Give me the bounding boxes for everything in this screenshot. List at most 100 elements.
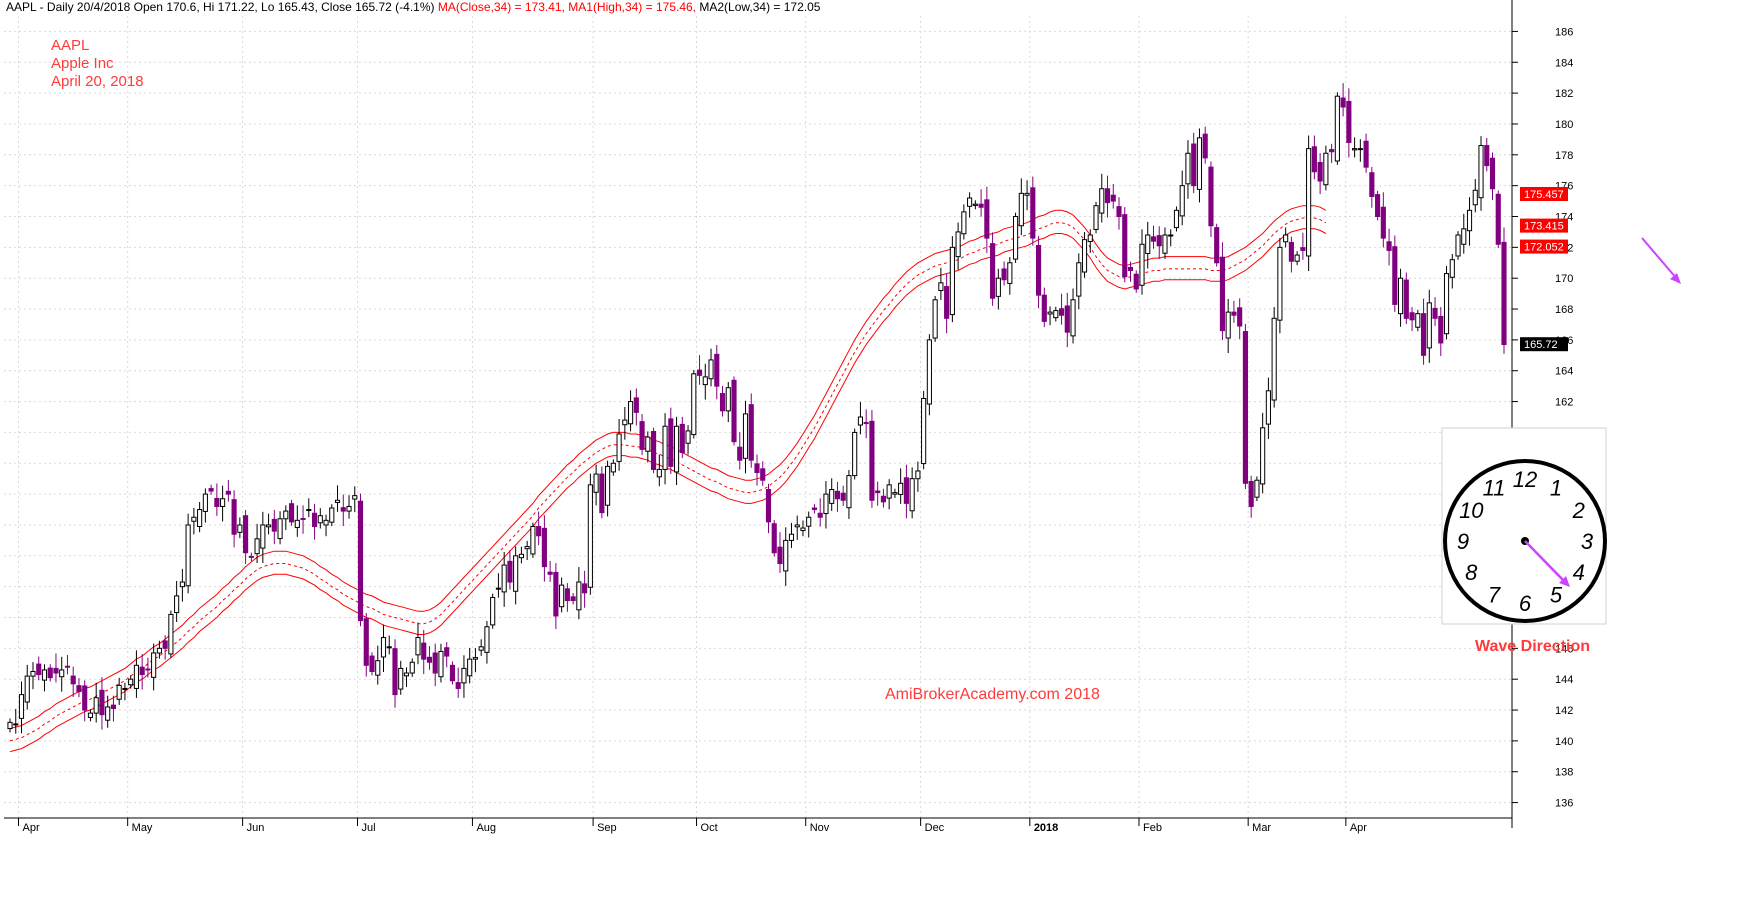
candle-up <box>725 387 731 412</box>
candle-up <box>1185 152 1191 185</box>
candle-down <box>1369 172 1375 197</box>
candle-down <box>1403 279 1409 319</box>
candle-down <box>1248 480 1254 507</box>
price-tag-box <box>1520 218 1568 233</box>
candle-up <box>1443 273 1450 335</box>
candle-up <box>1254 479 1260 498</box>
candle-up <box>961 211 967 235</box>
candle-down <box>990 243 996 299</box>
candle-down <box>748 404 754 461</box>
candle-down <box>1329 149 1335 153</box>
company-label: Apple Inc <box>51 55 114 72</box>
candle-down <box>944 286 950 319</box>
candle-down <box>679 423 685 453</box>
candle-up <box>185 524 191 587</box>
candle-up <box>237 524 243 533</box>
candle-up <box>398 667 404 690</box>
candle-down <box>369 655 375 672</box>
candle-up <box>628 401 634 425</box>
candle-up <box>691 373 697 436</box>
candle-up <box>806 516 812 527</box>
candle-up <box>898 482 904 495</box>
clock-numeral: 3 <box>1581 529 1594 554</box>
candle-down <box>714 353 720 387</box>
candle-down <box>70 675 76 685</box>
candle-up <box>1225 311 1231 339</box>
candle-up <box>151 652 157 678</box>
candle-up <box>156 647 162 654</box>
candle-up <box>346 505 352 512</box>
candle-up <box>823 493 829 515</box>
candle-up <box>1277 246 1283 321</box>
candle-down <box>1030 187 1036 239</box>
candle-up <box>133 664 139 689</box>
candle-up <box>1013 216 1019 260</box>
candle-down <box>225 490 231 495</box>
candle-up <box>788 533 795 541</box>
candle-up <box>467 658 473 677</box>
candle-down <box>288 503 295 523</box>
candle-up <box>926 339 932 405</box>
clock-numeral: 9 <box>1457 529 1469 554</box>
candle-up <box>1334 95 1340 162</box>
candle-down <box>668 418 674 467</box>
candle-down <box>1150 236 1157 242</box>
candle-down <box>978 203 984 208</box>
candle-up <box>1265 390 1271 425</box>
y-tick-label: 146 <box>1555 643 1573 655</box>
candle-down <box>444 647 450 657</box>
price-tag-label: 165.72 <box>1524 339 1558 351</box>
candle-up <box>41 669 48 681</box>
moving-averages <box>9 205 1327 753</box>
candle-up <box>886 484 892 499</box>
candle-down <box>1288 241 1294 262</box>
candle-up <box>1173 209 1180 229</box>
candle-up <box>13 723 19 726</box>
candle-up <box>24 675 30 703</box>
candle-up <box>438 650 444 678</box>
candle-up <box>1466 209 1473 232</box>
candle-up <box>7 721 13 730</box>
candle-up <box>317 515 323 524</box>
candle-down <box>1191 143 1197 187</box>
candle-down <box>1495 193 1501 245</box>
candle-up <box>266 524 272 528</box>
candles <box>7 83 1507 734</box>
candle-down <box>1231 311 1237 316</box>
candle-down <box>1064 305 1070 333</box>
clock-numeral: 12 <box>1513 467 1537 492</box>
candle-up <box>1145 234 1151 255</box>
candle-up <box>1449 259 1455 278</box>
candle-up <box>909 478 915 512</box>
candle-down <box>1363 140 1369 168</box>
candle-up <box>294 519 300 528</box>
y-tick-label: 140 <box>1555 736 1573 748</box>
candle-up <box>576 581 582 611</box>
candle-down <box>1156 235 1162 247</box>
candle-up <box>415 637 421 656</box>
candle-down <box>869 420 875 501</box>
candle-down <box>880 495 886 503</box>
y-tick-label: 182 <box>1555 88 1573 100</box>
candle-down <box>1438 315 1444 344</box>
x-tick-label: Sep <box>597 822 617 834</box>
candle-up <box>1179 185 1185 217</box>
candle-down <box>162 640 168 649</box>
candle-down <box>1300 247 1306 251</box>
candle-up <box>1070 299 1076 337</box>
candle-up <box>829 488 835 504</box>
trend-arrow <box>1641 237 1681 284</box>
candle-up <box>490 596 496 626</box>
candle-down <box>340 507 346 512</box>
candle-up <box>1294 254 1300 262</box>
candle-down <box>696 369 703 376</box>
candle-down <box>1041 294 1047 322</box>
candle-up <box>329 507 335 523</box>
clock-numeral: 4 <box>1573 560 1585 585</box>
candle-down <box>903 477 909 504</box>
candle-down <box>392 648 398 696</box>
y-tick-label: 144 <box>1555 674 1573 686</box>
candle-up <box>645 436 651 452</box>
